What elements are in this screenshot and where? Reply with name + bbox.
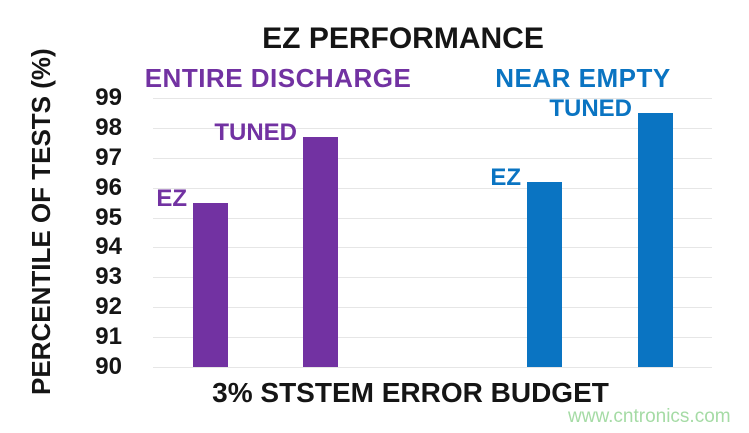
bar-value-label-0-ez: EZ	[156, 184, 187, 212]
y-tick-label-95: 95	[95, 203, 122, 231]
watermark-text: www.cntronics.com	[568, 406, 731, 427]
y-axis-tick-labels: 99 98 97 96 95 94 93 92 91 90	[0, 86, 122, 379]
x-axis-title: 3% STSTEM ERROR BUDGET	[212, 377, 609, 408]
group-label-0: ENTIRE DISCHARGE	[144, 63, 412, 93]
bar-entire-discharge-tuned	[303, 136, 338, 367]
y-tick-label-90: 90	[95, 353, 122, 380]
y-tick-label-94: 94	[95, 233, 122, 261]
y-tick-label-97: 97	[95, 143, 122, 171]
bar-entire-discharge-ez	[193, 202, 228, 367]
plot-area: ENTIRE DISCHARGE EZ TUNED NEAR EMPTY EZ TUNED	[145, 63, 712, 368]
bar-value-label-0-tuned: TUNED	[214, 118, 297, 146]
gridline-99	[153, 98, 712, 99]
y-tick-label-91: 91	[95, 323, 122, 351]
gridline-94	[153, 247, 712, 249]
y-tick-label-96: 96	[95, 173, 122, 201]
bar-near-empty-ez	[527, 181, 562, 367]
y-tick-label-92: 92	[95, 293, 122, 321]
y-tick-label-93: 93	[95, 263, 122, 291]
bar-value-label-1-ez: EZ	[490, 163, 521, 191]
gridline-91	[153, 337, 712, 339]
gridline-92	[153, 307, 712, 309]
y-tick-label-98: 98	[95, 113, 122, 141]
gridline-97	[153, 157, 712, 159]
gridline-95	[153, 217, 712, 219]
group-label-1: NEAR EMPTY	[495, 63, 671, 93]
chart-title: EZ PERFORMANCE	[262, 22, 544, 55]
y-tick-label-99: 99	[95, 84, 122, 111]
bar-value-label-1-tuned: TUNED	[549, 94, 632, 122]
bar-near-empty-tuned	[638, 112, 673, 367]
gridline-96	[153, 187, 712, 189]
gridline-90	[153, 367, 712, 368]
gridline-98	[153, 127, 712, 129]
gridline-93	[153, 277, 712, 279]
